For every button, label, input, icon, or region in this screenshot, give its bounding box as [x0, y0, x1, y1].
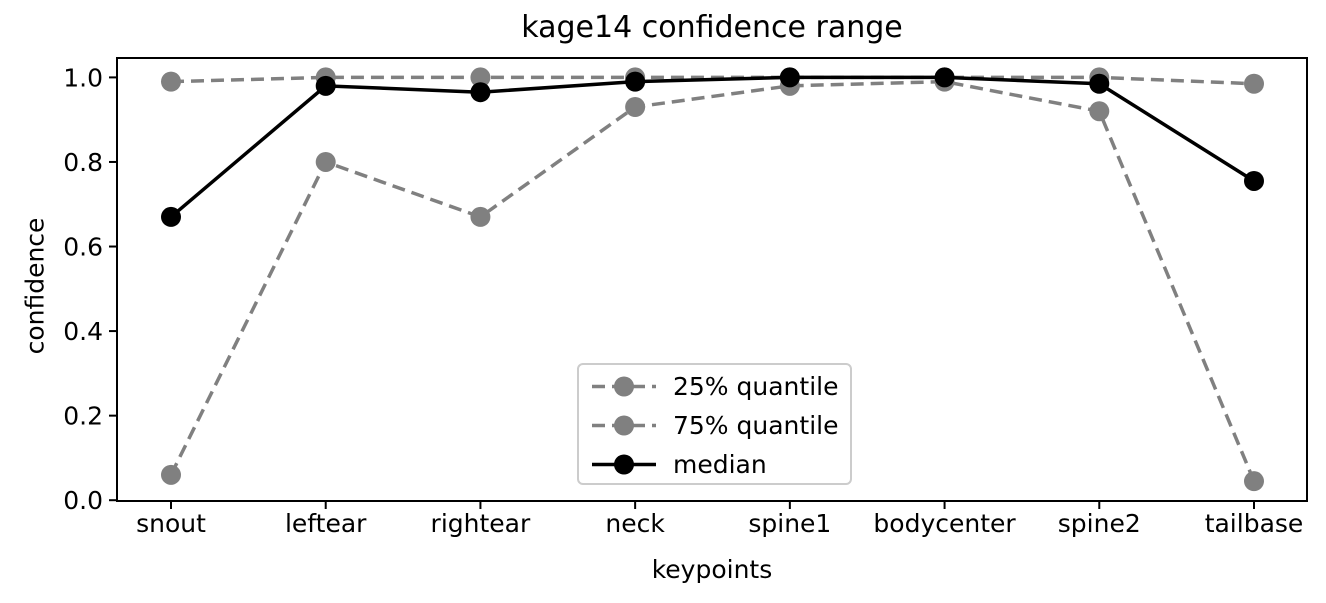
series-marker-2	[1243, 170, 1264, 191]
x-tick-label: spine1	[748, 509, 831, 538]
y-axis-label: confidence	[20, 217, 50, 355]
legend-label: median	[673, 450, 767, 479]
x-tick-label: bodycenter	[873, 509, 1016, 538]
legend-label: 75% quantile	[673, 411, 839, 440]
legend-marker-icon	[614, 415, 634, 436]
chart-title: kage14 confidence range	[521, 10, 903, 45]
series-marker-0	[161, 464, 181, 485]
legend-marker-icon	[614, 454, 634, 475]
y-tick-label: 0.8	[63, 148, 103, 177]
series-marker-2	[470, 82, 491, 103]
y-tick-label: 0.2	[63, 402, 103, 431]
series-marker-1	[470, 67, 491, 88]
legend-marker-icon	[614, 376, 634, 397]
legend-sample-line-icon	[592, 376, 656, 397]
series-marker-1	[161, 71, 181, 92]
series-marker-2	[315, 75, 336, 96]
legend: 25% quantile 75% quantile median	[577, 363, 852, 485]
series-marker-2	[779, 67, 800, 88]
x-tick-label: tailbase	[1205, 509, 1304, 538]
series-line-2	[169, 75, 1255, 219]
series-marker-0	[625, 96, 646, 117]
series-marker-0	[1089, 101, 1110, 122]
legend-entry-75-quantile: 75% quantile	[590, 406, 850, 445]
x-tick-label: spine2	[1058, 509, 1141, 538]
legend-entry-median: median	[590, 445, 850, 484]
series-marker-0	[1243, 471, 1264, 492]
series-line-0	[169, 79, 1256, 482]
series-marker-2	[161, 206, 181, 227]
series-marker-2	[1089, 73, 1110, 94]
x-tick-label: neck	[605, 509, 665, 538]
y-tick-label: 0.6	[63, 233, 103, 262]
series-marker-0	[315, 151, 336, 172]
series-marker-1	[1243, 73, 1264, 94]
legend-sample-line-icon	[592, 415, 656, 436]
series-line-1	[170, 75, 1255, 86]
axes-spines	[116, 57, 1308, 502]
y-tick-label: 0.0	[63, 486, 103, 515]
x-tick-label: snout	[136, 509, 206, 538]
y-tick-label: 0.4	[63, 317, 103, 346]
x-tick-label: rightear	[431, 509, 531, 538]
y-tick-label: 1.0	[63, 63, 103, 92]
x-tick-label: leftear	[285, 509, 367, 538]
legend-sample-line-icon	[592, 454, 656, 475]
series-marker-2	[625, 71, 646, 92]
series-marker-0	[470, 206, 491, 227]
x-axis-label: keypoints	[651, 555, 773, 584]
legend-entry-25-quantile: 25% quantile	[590, 367, 850, 406]
legend-label: 25% quantile	[673, 372, 839, 401]
series-marker-2	[934, 67, 955, 88]
